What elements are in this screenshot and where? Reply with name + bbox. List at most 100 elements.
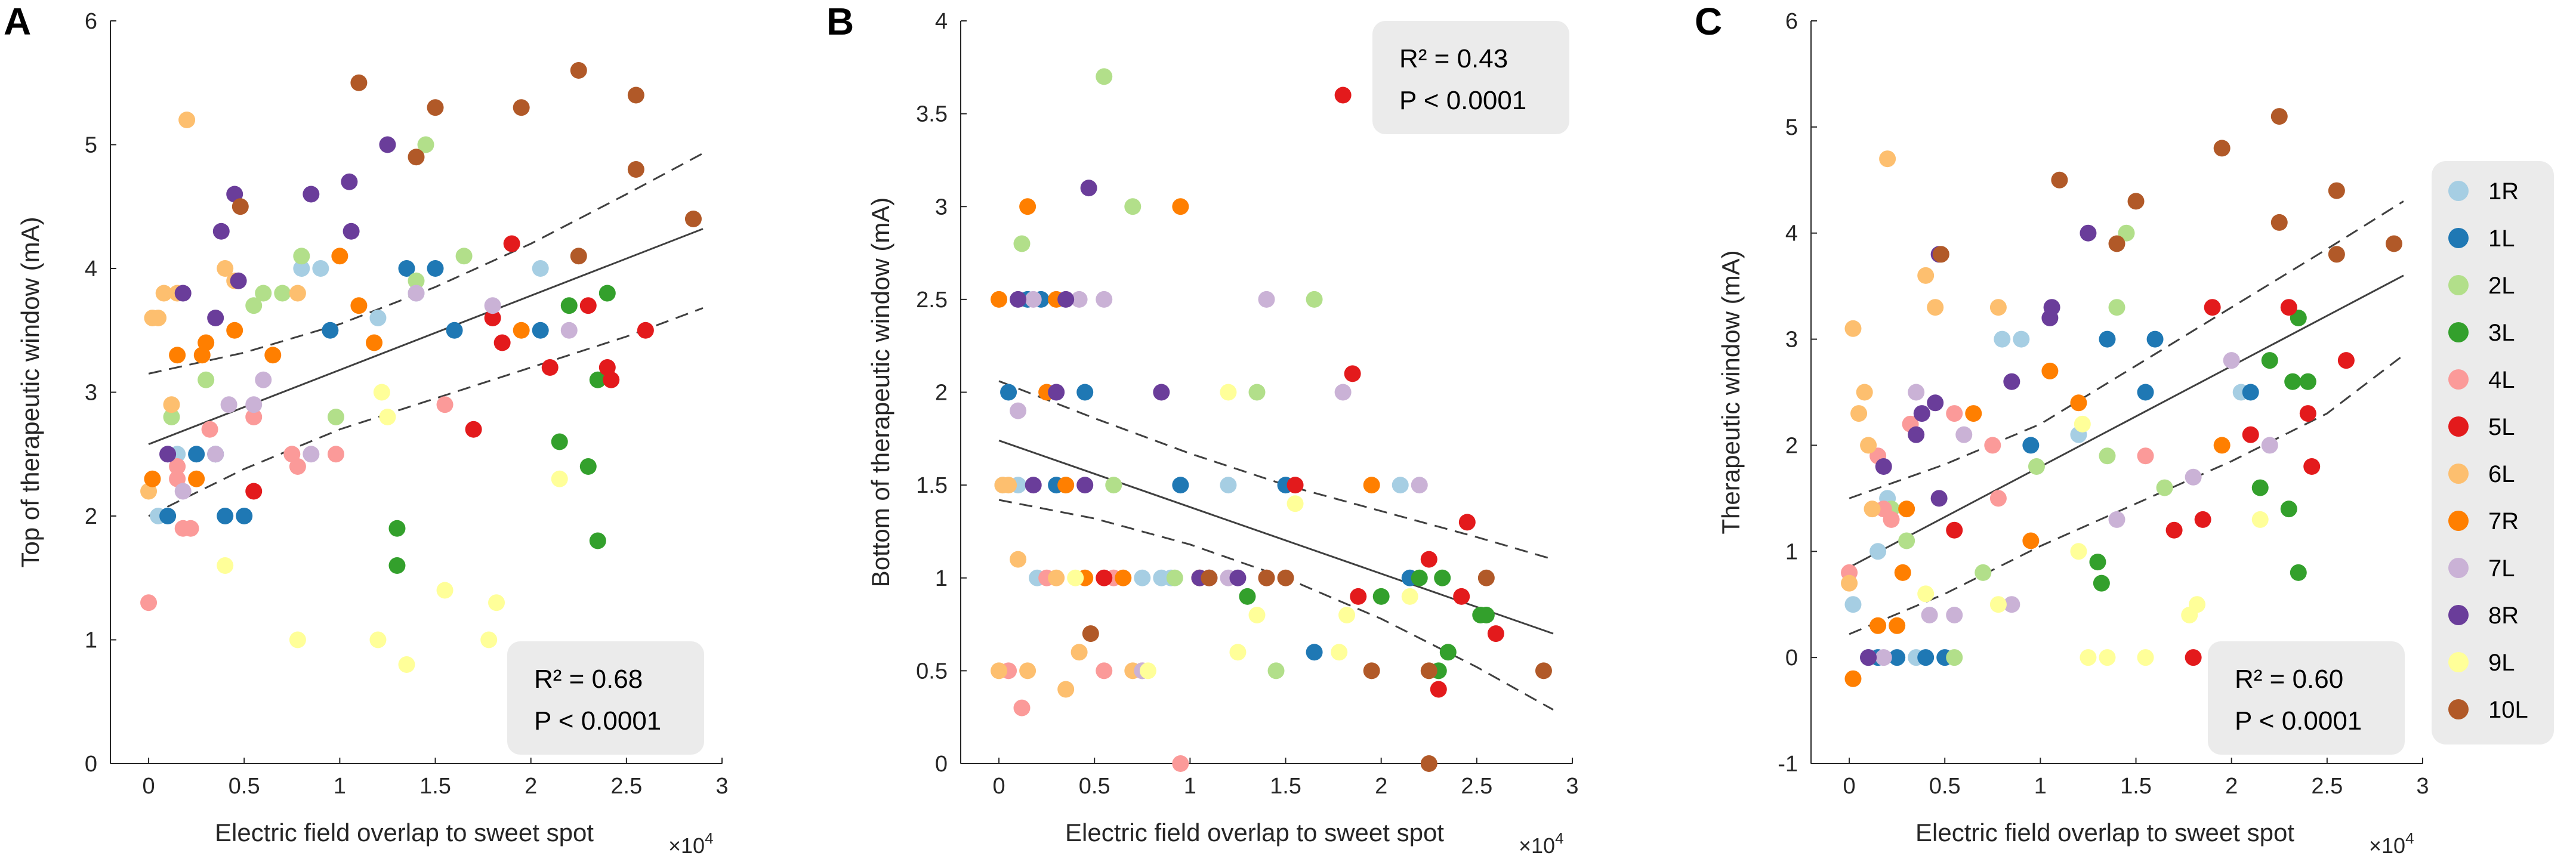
panel-b: B 0 0.5 1 1.5 2 2.5 3 0 0.5 1 1.5 2 2.5 3 3.5 4 Electric … <box>826 0 1579 858</box>
panel-b-point-9l <box>1331 644 1348 661</box>
panel-a-point-1r <box>532 260 549 277</box>
panel-b-point-6l <box>1019 662 1036 679</box>
panel-a-point-1l <box>532 322 549 339</box>
panel-a-y-tick-label: 1 <box>85 628 97 653</box>
panel-c-point-7l <box>1875 649 1892 666</box>
panel-b-point-10l <box>1258 569 1275 586</box>
panel-c-point-2l <box>2118 224 2135 242</box>
panel-c-point-7r <box>1889 617 1906 634</box>
panel-c-point-1l <box>2022 437 2040 454</box>
panel-c-point-7r <box>1898 501 1915 518</box>
panel-a-letter: A <box>4 0 31 43</box>
panel-a-point-3l <box>599 285 616 302</box>
panel-c-point-2l <box>2156 479 2173 496</box>
legend-marker-8r <box>2448 605 2469 625</box>
panel-c-point-6l <box>1879 150 1896 168</box>
panel-a-point-8r <box>343 223 360 240</box>
panel-b-point-1l <box>1000 384 1017 401</box>
legend-label-3l: 3L <box>2488 320 2515 346</box>
panel-c-y-tick-label: 0 <box>1785 645 1798 671</box>
panel-b-point-7r <box>1057 477 1075 494</box>
panel-c-point-6l <box>1864 501 1881 518</box>
panel-b-point-8r <box>1057 291 1075 308</box>
panel-c-point-7l <box>2223 352 2240 369</box>
panel-b-stats-p: P < 0.0001 <box>1399 86 1526 115</box>
panel-a-point-2l <box>327 409 344 425</box>
panel-b-point-5l <box>1287 477 1304 494</box>
panel-a-point-7r <box>226 322 243 339</box>
panel-a-point-3l <box>579 458 597 475</box>
panel-a-point-9l <box>379 409 396 425</box>
panel-b-point-1r <box>1220 477 1237 494</box>
panel-c-x-tick-label: 1 <box>2034 774 2047 799</box>
panel-b-point-1l <box>1172 477 1189 494</box>
panel-a-point-1l <box>398 260 415 277</box>
legend-marker-1r <box>2448 181 2469 201</box>
panel-b-point-9l <box>1338 607 1356 623</box>
panel-c-point-6l <box>1917 267 1935 284</box>
panel-c-stats-p: P < 0.0001 <box>2235 706 2362 736</box>
panel-b-y-tick-label: 2 <box>935 381 948 406</box>
panel-c-y-tick-label: 6 <box>1785 9 1798 34</box>
panel-b-point-7l <box>1258 291 1275 308</box>
panel-a-point-1l <box>322 322 339 339</box>
panel-a-point-3l <box>589 371 606 388</box>
panel-a-point-4l <box>201 421 218 438</box>
panel-c-fit-line <box>1849 274 2404 569</box>
panel-a-point-1r <box>293 260 310 277</box>
panel-c-point-7l <box>1955 426 1973 443</box>
panel-c-y-tick-label: 3 <box>1785 328 1798 353</box>
panel-b-point-10l <box>1082 625 1099 642</box>
panel-a-point-7l <box>484 297 501 314</box>
panel-a-stats-box <box>507 641 704 755</box>
panel-a-point-10l <box>627 161 644 178</box>
panel-a-point-4l <box>436 396 454 413</box>
panel-c-point-4l <box>2137 447 2154 465</box>
panel-c-point-8r <box>1875 458 1892 475</box>
panel-c-x-tick-label: 0.5 <box>1929 774 1961 799</box>
panel-a-y-tick-label: 0 <box>85 752 97 777</box>
panel-c-y-label: Therapeutic window (mA) <box>1717 250 1745 534</box>
legend-label-6l: 6L <box>2488 461 2515 487</box>
panel-b-x-tick-label: 1.5 <box>1270 774 1301 799</box>
panel-b-point-5l <box>1344 365 1361 382</box>
panel-b-y-tick-label: 3 <box>935 194 948 220</box>
panel-c-point-4l <box>1946 405 1963 422</box>
panel-a-point-7r <box>169 347 186 364</box>
panel-a-y-tick-label: 4 <box>85 257 97 282</box>
panel-b-x-multiplier: ×104 <box>1519 829 1564 858</box>
panel-b-point-10l <box>1535 662 1552 679</box>
panel-b-point-3l <box>1434 569 1451 586</box>
panel-b-point-8r <box>1153 384 1170 401</box>
panel-a-point-7r <box>198 334 215 351</box>
panel-c-point-10l <box>2213 140 2231 157</box>
panel-a-ci-upper <box>148 152 704 375</box>
panel-c-point-7r <box>2041 362 2059 379</box>
panel-c-stats-r2: R² = 0.60 <box>2235 665 2343 694</box>
panel-b-point-6l <box>1000 477 1017 494</box>
panel-c-point-4l <box>1989 490 2007 507</box>
panel-a-point-9l <box>373 384 390 401</box>
panel-a-point-2l <box>408 272 425 289</box>
panel-b-stats-r2: R² = 0.43 <box>1399 44 1508 73</box>
panel-b-point-7r <box>1363 477 1380 494</box>
panel-a-x-tick-label: 0.5 <box>229 774 260 799</box>
panel-a-point-2l <box>274 285 291 302</box>
panel-b-point-7l <box>1070 291 1088 308</box>
panel-a-point-6l <box>150 310 167 326</box>
panel-a-point-7r <box>188 470 205 487</box>
panel-b-y-tick-label: 1.5 <box>916 473 948 498</box>
panel-b-point-9l <box>1067 569 1084 586</box>
panel-a-point-7r <box>366 334 383 351</box>
panel-b-point-5l <box>1096 569 1113 586</box>
panel-c-point-7l <box>2261 437 2278 454</box>
panel-b-point-9l <box>1139 662 1156 679</box>
panel-c-point-7r <box>1965 405 1982 422</box>
panel-b-point-5l <box>1350 588 1367 605</box>
panel-b-point-4l <box>1172 755 1189 772</box>
panel-c-point-1r <box>1844 596 1862 613</box>
panel-a-point-10l <box>570 62 587 79</box>
panel-a-point-2l <box>245 297 263 314</box>
panel-b-fit-line <box>998 440 1554 635</box>
